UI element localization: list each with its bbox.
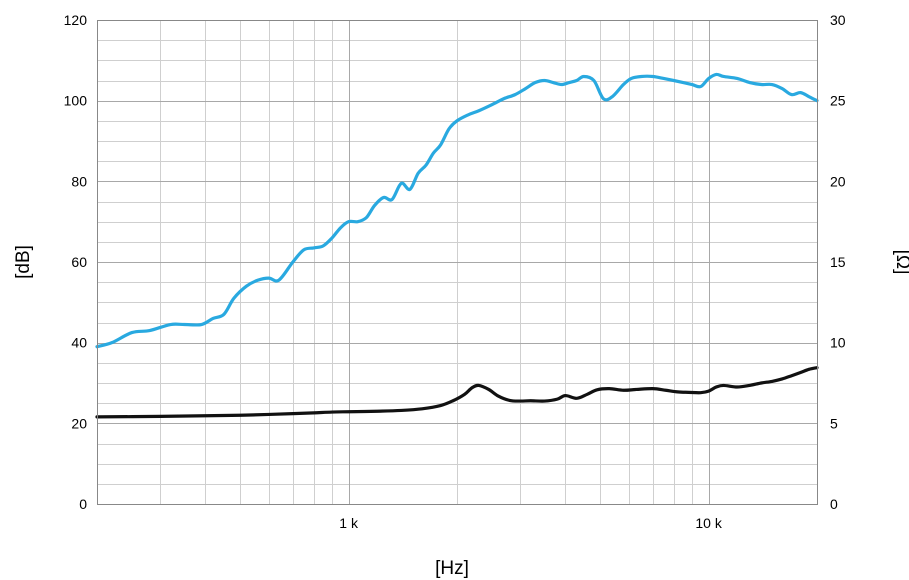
plot-frame: [97, 20, 818, 505]
y-left-tick-label: 20: [71, 415, 87, 431]
y-right-tick-label: 25: [830, 93, 846, 109]
spl-series-line: [95, 72, 819, 349]
y-right-tick-label: 15: [830, 254, 846, 270]
impedance-series-line: [95, 366, 819, 419]
tick-labels: 0 20 40 60 80 100 120 0 5 10 15 20 25 30 1 k 10 k: [64, 12, 846, 531]
y-right-tick-label: 10: [830, 335, 846, 351]
series-layer: [95, 72, 819, 419]
x-axis-title: [Hz]: [435, 558, 469, 579]
x-tick-label: 1 k: [339, 515, 359, 531]
y-right-tick-label: 20: [830, 173, 846, 189]
y-axis-right-title: [Ω]: [892, 250, 909, 275]
y-left-tick-label: 100: [64, 93, 88, 109]
y-right-tick-label: 0: [830, 496, 838, 512]
y-right-tick-label: 30: [830, 12, 846, 28]
y-left-tick-label: 40: [71, 335, 87, 351]
y-axis-left-title: [dB]: [13, 245, 34, 279]
y-left-tick-label: 0: [79, 496, 87, 512]
y-right-tick-label: 5: [830, 415, 838, 431]
y-left-tick-label: 120: [64, 12, 88, 28]
y-left-tick-label: 60: [71, 254, 87, 270]
x-tick-label: 10 k: [695, 515, 722, 531]
y-left-tick-label: 80: [71, 173, 87, 189]
